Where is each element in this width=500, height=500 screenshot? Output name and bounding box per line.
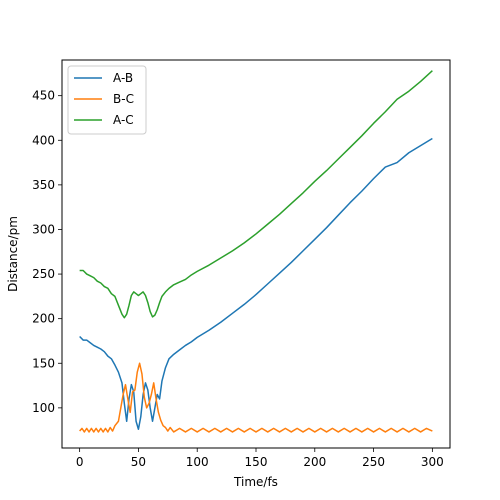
x-tick-label: 250 [362, 455, 385, 469]
y-axis-ticks: 100 150 200 250 300 350 400 450 [32, 89, 62, 415]
x-axis-label: Time/fs [233, 475, 278, 489]
y-tick-label: 400 [32, 133, 55, 147]
legend: A-B B-C A-C [67, 65, 147, 135]
y-tick-label: 250 [32, 267, 55, 281]
series-line-2 [79, 70, 433, 319]
x-tick-label: 200 [303, 455, 326, 469]
legend-label-0: A-B [113, 71, 133, 85]
y-axis-label: Distance/pm [6, 216, 20, 292]
y-tick-label: 300 [32, 222, 55, 236]
x-tick-label: 100 [186, 455, 209, 469]
x-tick-label: 0 [76, 455, 84, 469]
legend-label-2: A-C [113, 113, 134, 127]
y-tick-label: 450 [32, 89, 55, 103]
x-tick-label: 150 [245, 455, 268, 469]
legend-box [67, 65, 147, 135]
legend-label-1: B-C [113, 92, 134, 106]
series-line-0 [79, 137, 433, 431]
x-tick-label: 300 [421, 455, 444, 469]
y-tick-label: 350 [32, 178, 55, 192]
y-tick-label: 100 [32, 401, 55, 415]
x-axis-ticks: 0 50 100 150 200 250 300 [76, 448, 444, 469]
y-tick-label: 150 [32, 356, 55, 370]
series-lines [79, 70, 433, 433]
y-tick-label: 200 [32, 312, 55, 326]
x-tick-label: 50 [131, 455, 146, 469]
series-line-1 [79, 362, 433, 433]
